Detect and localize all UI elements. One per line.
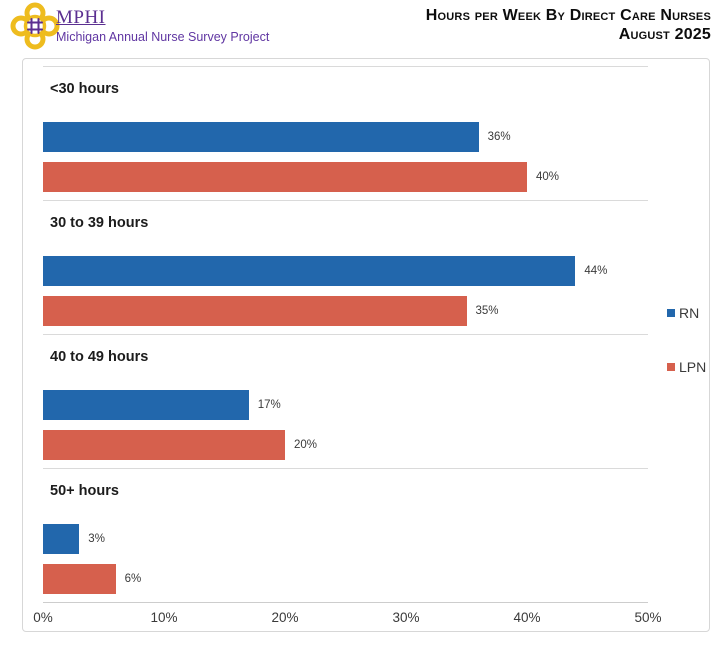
bar-value-label: 40% [536, 171, 560, 183]
category-label: 50+ hours [50, 483, 119, 499]
x-axis-tick: 10% [150, 610, 178, 625]
legend-label: RN [679, 305, 700, 321]
bar-row: 17% [43, 390, 648, 420]
chart-title-line2: August 2025 [618, 25, 711, 43]
bar-value-label: 17% [257, 399, 281, 411]
mphi-quatrefoil-logo-icon [10, 2, 60, 50]
x-axis-tick: 50% [634, 610, 662, 625]
legend-item-rn: RN [667, 305, 706, 321]
rn-legend-swatch-icon [667, 309, 675, 317]
rn-bar [43, 524, 80, 554]
rn-bar [43, 256, 576, 286]
lpn-legend-swatch-icon [667, 363, 675, 371]
chart-frame: <30 hours 36% 40% 30 to 39 hours 44% 35% 40 to… [22, 58, 710, 632]
x-axis-tick: 0% [33, 610, 53, 625]
category-label: 40 to 49 hours [50, 349, 149, 365]
bar-row: 20% [43, 430, 648, 460]
bar-value-label: 35% [475, 305, 499, 317]
bar-row: 3% [43, 524, 648, 554]
org-subtitle: Michigan Annual Nurse Survey Project [56, 29, 270, 44]
x-axis-tick: 20% [271, 610, 299, 625]
rn-bar [43, 122, 479, 152]
legend: RN LPN [667, 305, 706, 413]
category-group: 50+ hours 3% 6% [43, 468, 648, 602]
lpn-bar [43, 564, 116, 594]
category-group: 30 to 39 hours 44% 35% [43, 200, 648, 334]
bar-value-label: 6% [124, 573, 142, 585]
category-group: <30 hours 36% 40% [43, 66, 648, 200]
lpn-bar [43, 430, 285, 460]
x-axis-tick: 40% [513, 610, 541, 625]
x-axis-tick-labels: 0% 10% 20% 30% 40% 50% [33, 610, 661, 630]
bar-value-label: 44% [584, 265, 608, 277]
rn-bar [43, 390, 249, 420]
category-group: 40 to 49 hours 17% 20% [43, 334, 648, 468]
bar-row: 36% [43, 122, 648, 152]
brand-block: MPHI Michigan Annual Nurse Survey Projec… [56, 8, 269, 44]
category-label: <30 hours [50, 81, 119, 97]
chart-title-line1: Hours per Week By Direct Care Nurses [425, 7, 711, 24]
chart-title: Hours per Week By Direct Care Nurses Aug… [426, 7, 711, 45]
bar-row: 44% [43, 256, 648, 286]
lpn-bar [43, 296, 467, 326]
lpn-bar [43, 162, 527, 192]
x-axis-tick: 30% [392, 610, 420, 625]
bar-value-label: 3% [88, 533, 105, 545]
plot-area: <30 hours 36% 40% 30 to 39 hours 44% 35% 40 to… [43, 66, 648, 603]
legend-item-lpn: LPN [667, 359, 706, 375]
bar-value-label: 36% [487, 131, 511, 143]
org-abbreviation: MPHI [56, 7, 106, 28]
category-label: 30 to 39 hours [50, 215, 149, 231]
legend-label: LPN [679, 359, 707, 375]
bar-row: 6% [43, 564, 648, 594]
bar-row: 35% [43, 296, 648, 326]
bar-value-label: 20% [294, 439, 318, 451]
bar-row: 40% [43, 162, 648, 192]
